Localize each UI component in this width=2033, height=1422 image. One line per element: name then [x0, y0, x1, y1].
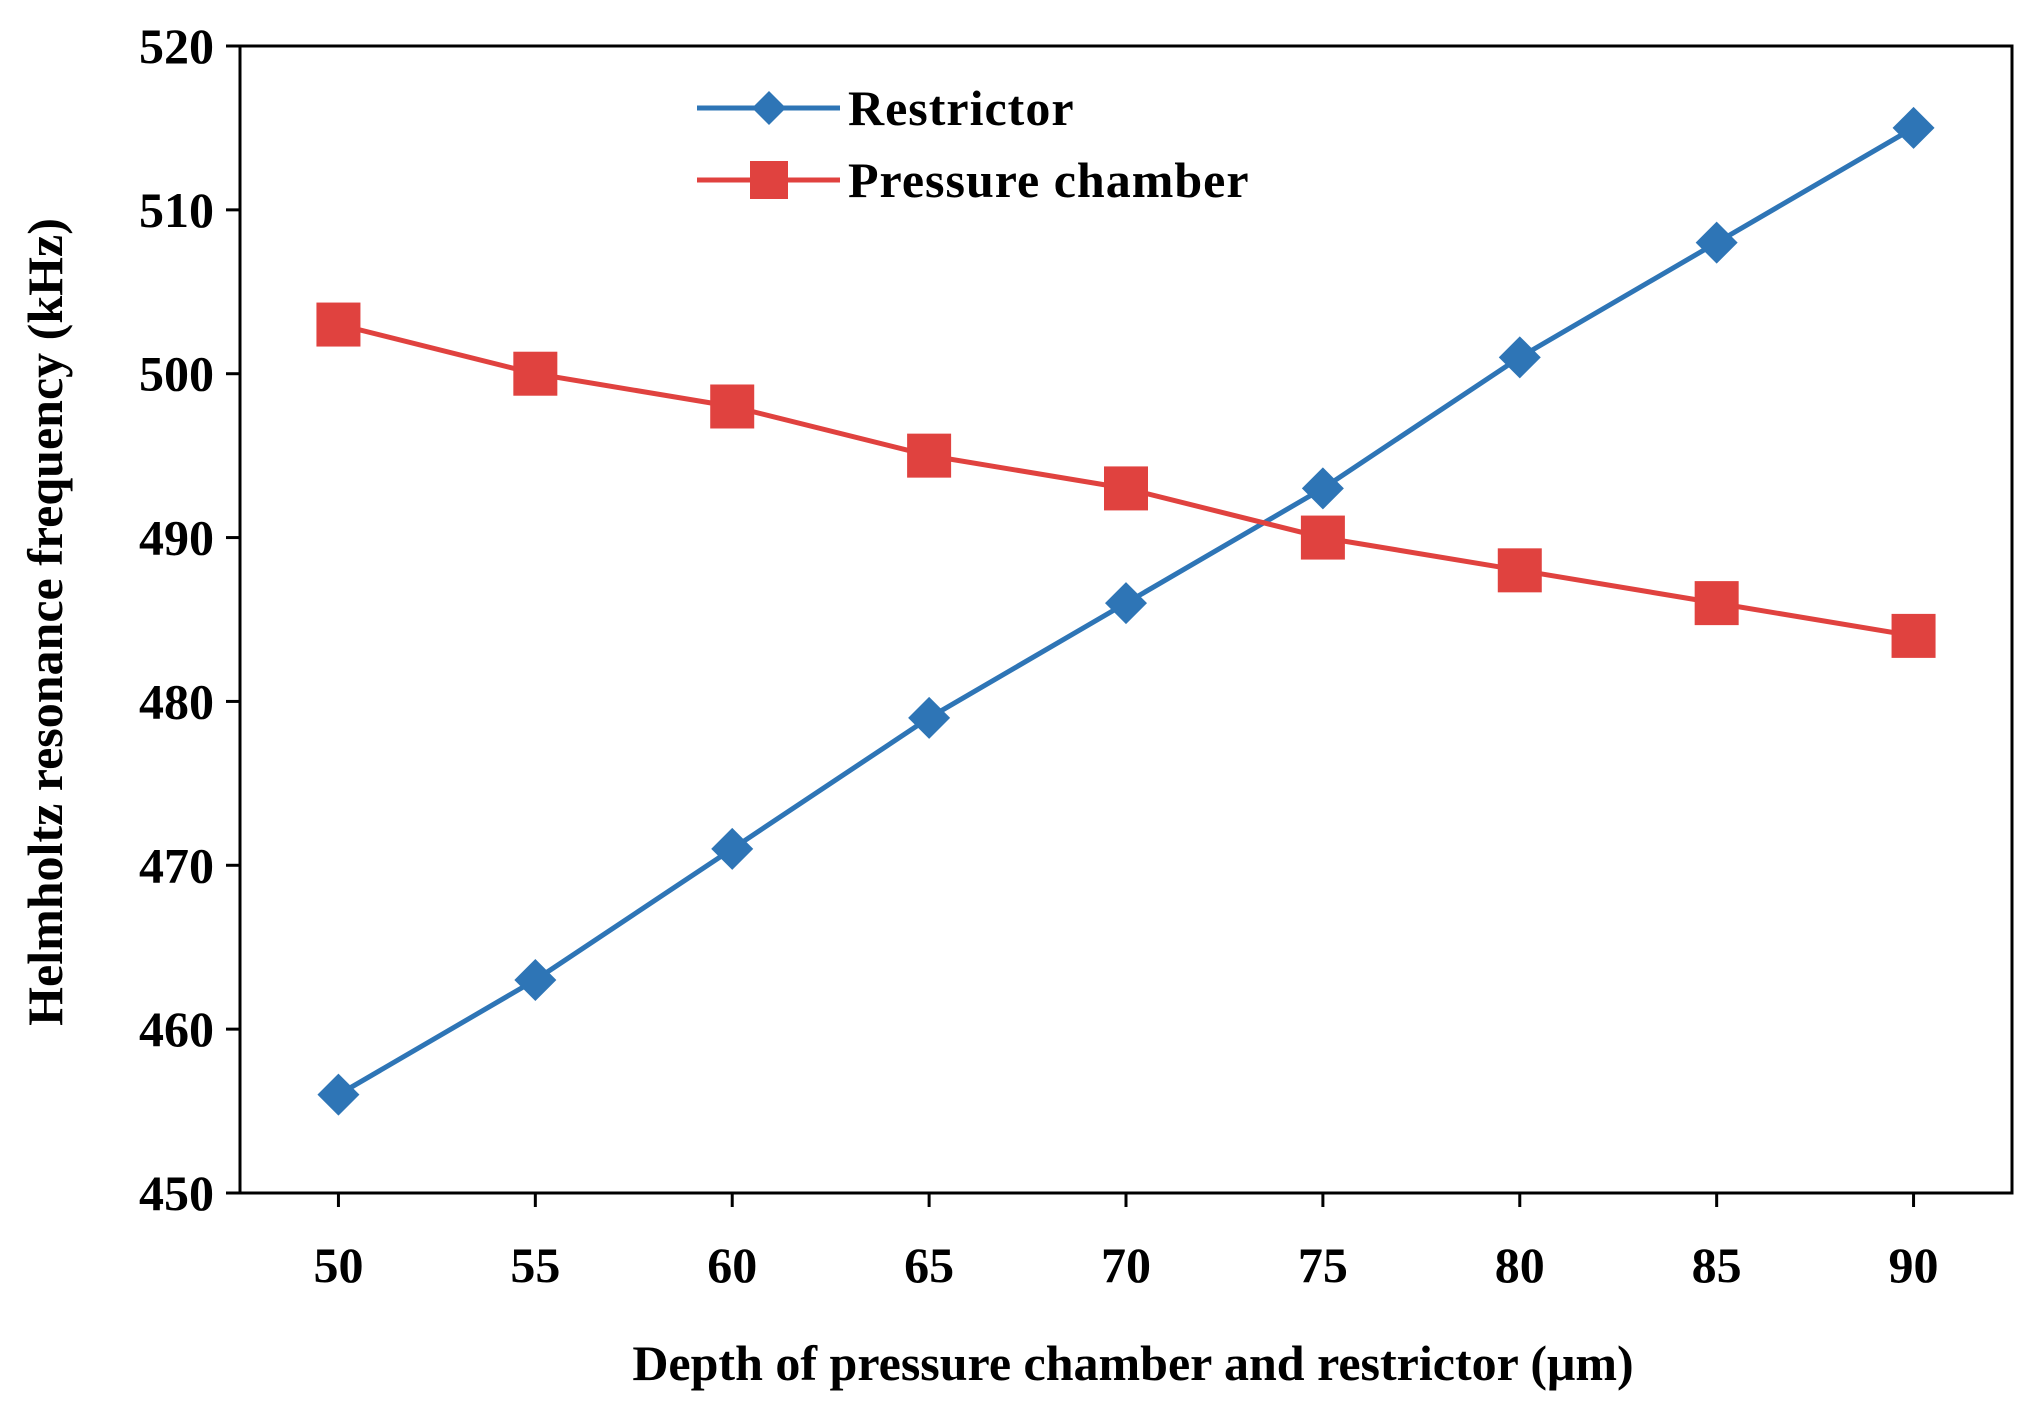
legend: Restrictor Pressure chamber	[697, 80, 1250, 208]
y-tick-label: 500	[139, 346, 214, 402]
y-tick-label: 520	[139, 18, 214, 74]
y-tick-label: 490	[139, 510, 214, 566]
data-point-pressure-chamber	[1497, 548, 1542, 593]
legend-label-restrictor: Restrictor	[848, 80, 1075, 136]
data-point-pressure-chamber	[316, 302, 361, 347]
data-point-restrictor	[1892, 106, 1935, 149]
data-point-pressure-chamber	[1300, 515, 1345, 560]
x-tick-label: 70	[1101, 1237, 1151, 1293]
x-tick-label: 55	[510, 1237, 560, 1293]
y-tick-label: 480	[139, 673, 214, 729]
data-point-pressure-chamber	[1694, 581, 1739, 626]
data-point-pressure-chamber	[513, 351, 558, 396]
data-point-restrictor	[1301, 467, 1344, 510]
data-point-pressure-chamber	[1891, 613, 1936, 658]
data-point-restrictor	[514, 958, 557, 1001]
y-tick-label: 460	[139, 1001, 214, 1057]
data-point-restrictor	[1498, 336, 1541, 379]
y-tick-label: 450	[139, 1165, 214, 1221]
data-point-pressure-chamber	[710, 384, 755, 429]
data-point-restrictor	[317, 1073, 360, 1116]
x-tick-label: 90	[1889, 1237, 1939, 1293]
x-tick-label: 80	[1495, 1237, 1545, 1293]
y-axis-title: Helmholtz resonance frequency (kHz)	[17, 218, 73, 1026]
y-tick-label: 470	[139, 837, 214, 893]
y-tick-label: 510	[139, 182, 214, 238]
legend-label-pressure-chamber: Pressure chamber	[848, 152, 1250, 208]
legend-marker-pressure-chamber	[750, 161, 788, 199]
data-point-restrictor	[1105, 582, 1147, 625]
data-point-restrictor	[711, 827, 754, 870]
legend-marker-restrictor	[752, 91, 786, 125]
data-point-pressure-chamber	[1104, 466, 1148, 511]
x-tick-label: 85	[1692, 1237, 1742, 1293]
x-tick-label: 75	[1298, 1237, 1348, 1293]
x-tick-label: 60	[707, 1237, 757, 1293]
x-tick-label: 50	[313, 1237, 363, 1293]
data-point-pressure-chamber	[907, 433, 952, 478]
x-tick-label: 65	[904, 1237, 954, 1293]
data-point-restrictor	[1695, 221, 1738, 264]
x-axis-title: Depth of pressure chamber and restrictor…	[632, 1335, 1633, 1391]
data-point-restrictor	[908, 696, 951, 739]
